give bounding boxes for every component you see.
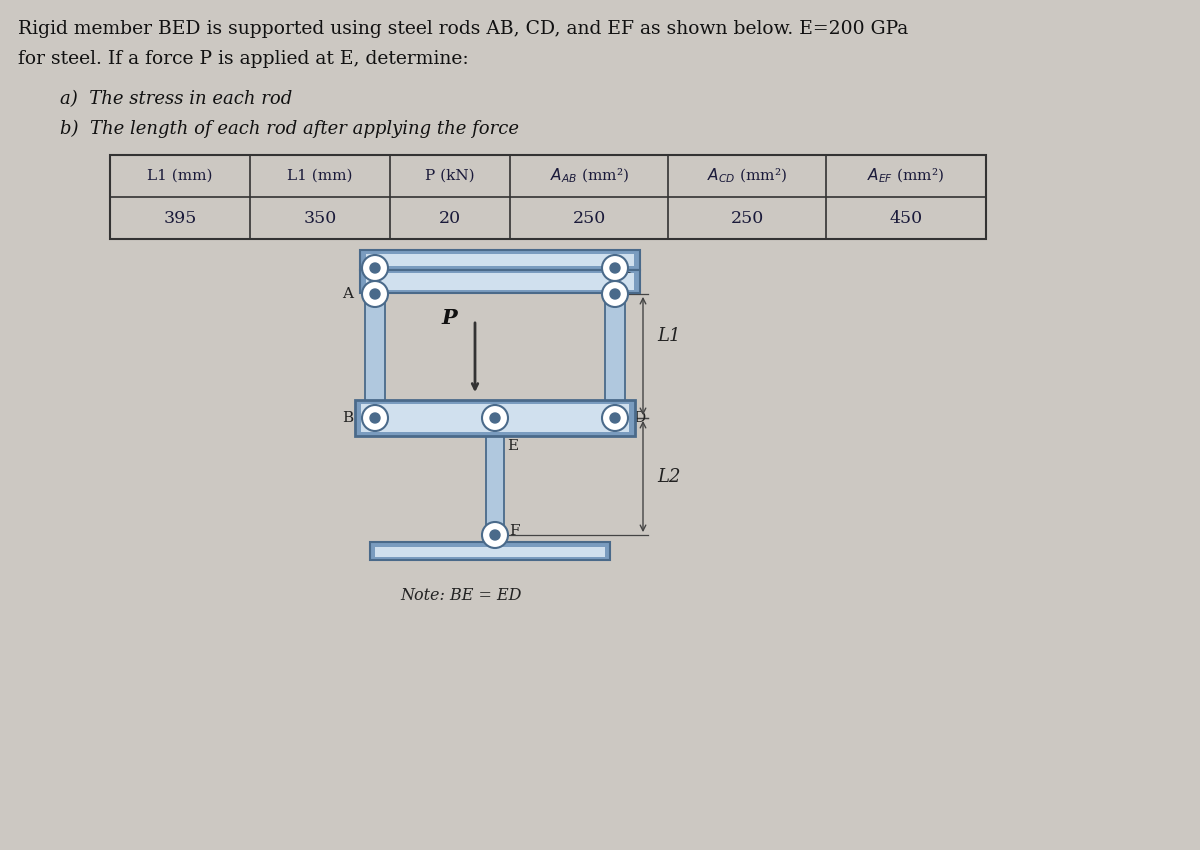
Text: D: D (634, 411, 646, 425)
Text: B: B (342, 411, 353, 425)
Text: F: F (509, 524, 520, 538)
Circle shape (610, 263, 620, 273)
Text: E: E (508, 439, 518, 453)
Circle shape (362, 405, 388, 431)
Text: 395: 395 (163, 209, 197, 226)
Circle shape (602, 255, 628, 281)
Circle shape (602, 281, 628, 307)
Circle shape (370, 263, 380, 273)
Text: L1 (mm): L1 (mm) (148, 169, 212, 183)
Bar (605, 294, 625, 418)
Text: for steel. If a force P is applied at E, determine:: for steel. If a force P is applied at E,… (18, 50, 469, 68)
Circle shape (610, 289, 620, 299)
Bar (360, 250, 640, 270)
Bar (370, 542, 610, 560)
Text: Note: BE = ED: Note: BE = ED (400, 586, 522, 604)
Circle shape (610, 413, 620, 423)
Circle shape (370, 413, 380, 423)
Text: P: P (442, 308, 457, 328)
Bar (366, 254, 634, 266)
Text: Rigid member BED is supported using steel rods AB, CD, and EF as shown below. E=: Rigid member BED is supported using stee… (18, 20, 908, 38)
Text: 250: 250 (572, 209, 606, 226)
Circle shape (482, 522, 508, 548)
Circle shape (602, 405, 628, 431)
Text: a)  The stress in each rod: a) The stress in each rod (60, 90, 293, 108)
Text: A: A (342, 287, 353, 301)
Bar (110, 155, 986, 239)
Bar (355, 400, 635, 436)
Circle shape (482, 405, 508, 431)
Text: 450: 450 (889, 209, 923, 226)
Text: $A_{EF}$ (mm²): $A_{EF}$ (mm²) (868, 167, 944, 185)
Text: L1: L1 (658, 327, 680, 345)
Circle shape (362, 281, 388, 307)
Text: 350: 350 (304, 209, 337, 226)
Text: 20: 20 (439, 209, 461, 226)
Bar (374, 547, 605, 557)
Bar (366, 273, 634, 290)
Circle shape (490, 530, 500, 540)
Text: 250: 250 (731, 209, 763, 226)
Text: P (kN): P (kN) (425, 169, 475, 183)
Text: C: C (620, 272, 631, 286)
Text: b)  The length of each rod after applying the force: b) The length of each rod after applying… (60, 120, 520, 139)
Circle shape (490, 413, 500, 423)
Circle shape (370, 289, 380, 299)
Text: L2: L2 (658, 468, 680, 485)
Bar (365, 294, 385, 418)
Bar (360, 270, 640, 293)
Circle shape (362, 255, 388, 281)
Text: L1 (mm): L1 (mm) (287, 169, 353, 183)
Bar (486, 418, 504, 535)
Text: $A_{CD}$ (mm²): $A_{CD}$ (mm²) (707, 167, 787, 185)
Bar (361, 404, 629, 432)
Text: $A_{AB}$ (mm²): $A_{AB}$ (mm²) (550, 167, 629, 185)
